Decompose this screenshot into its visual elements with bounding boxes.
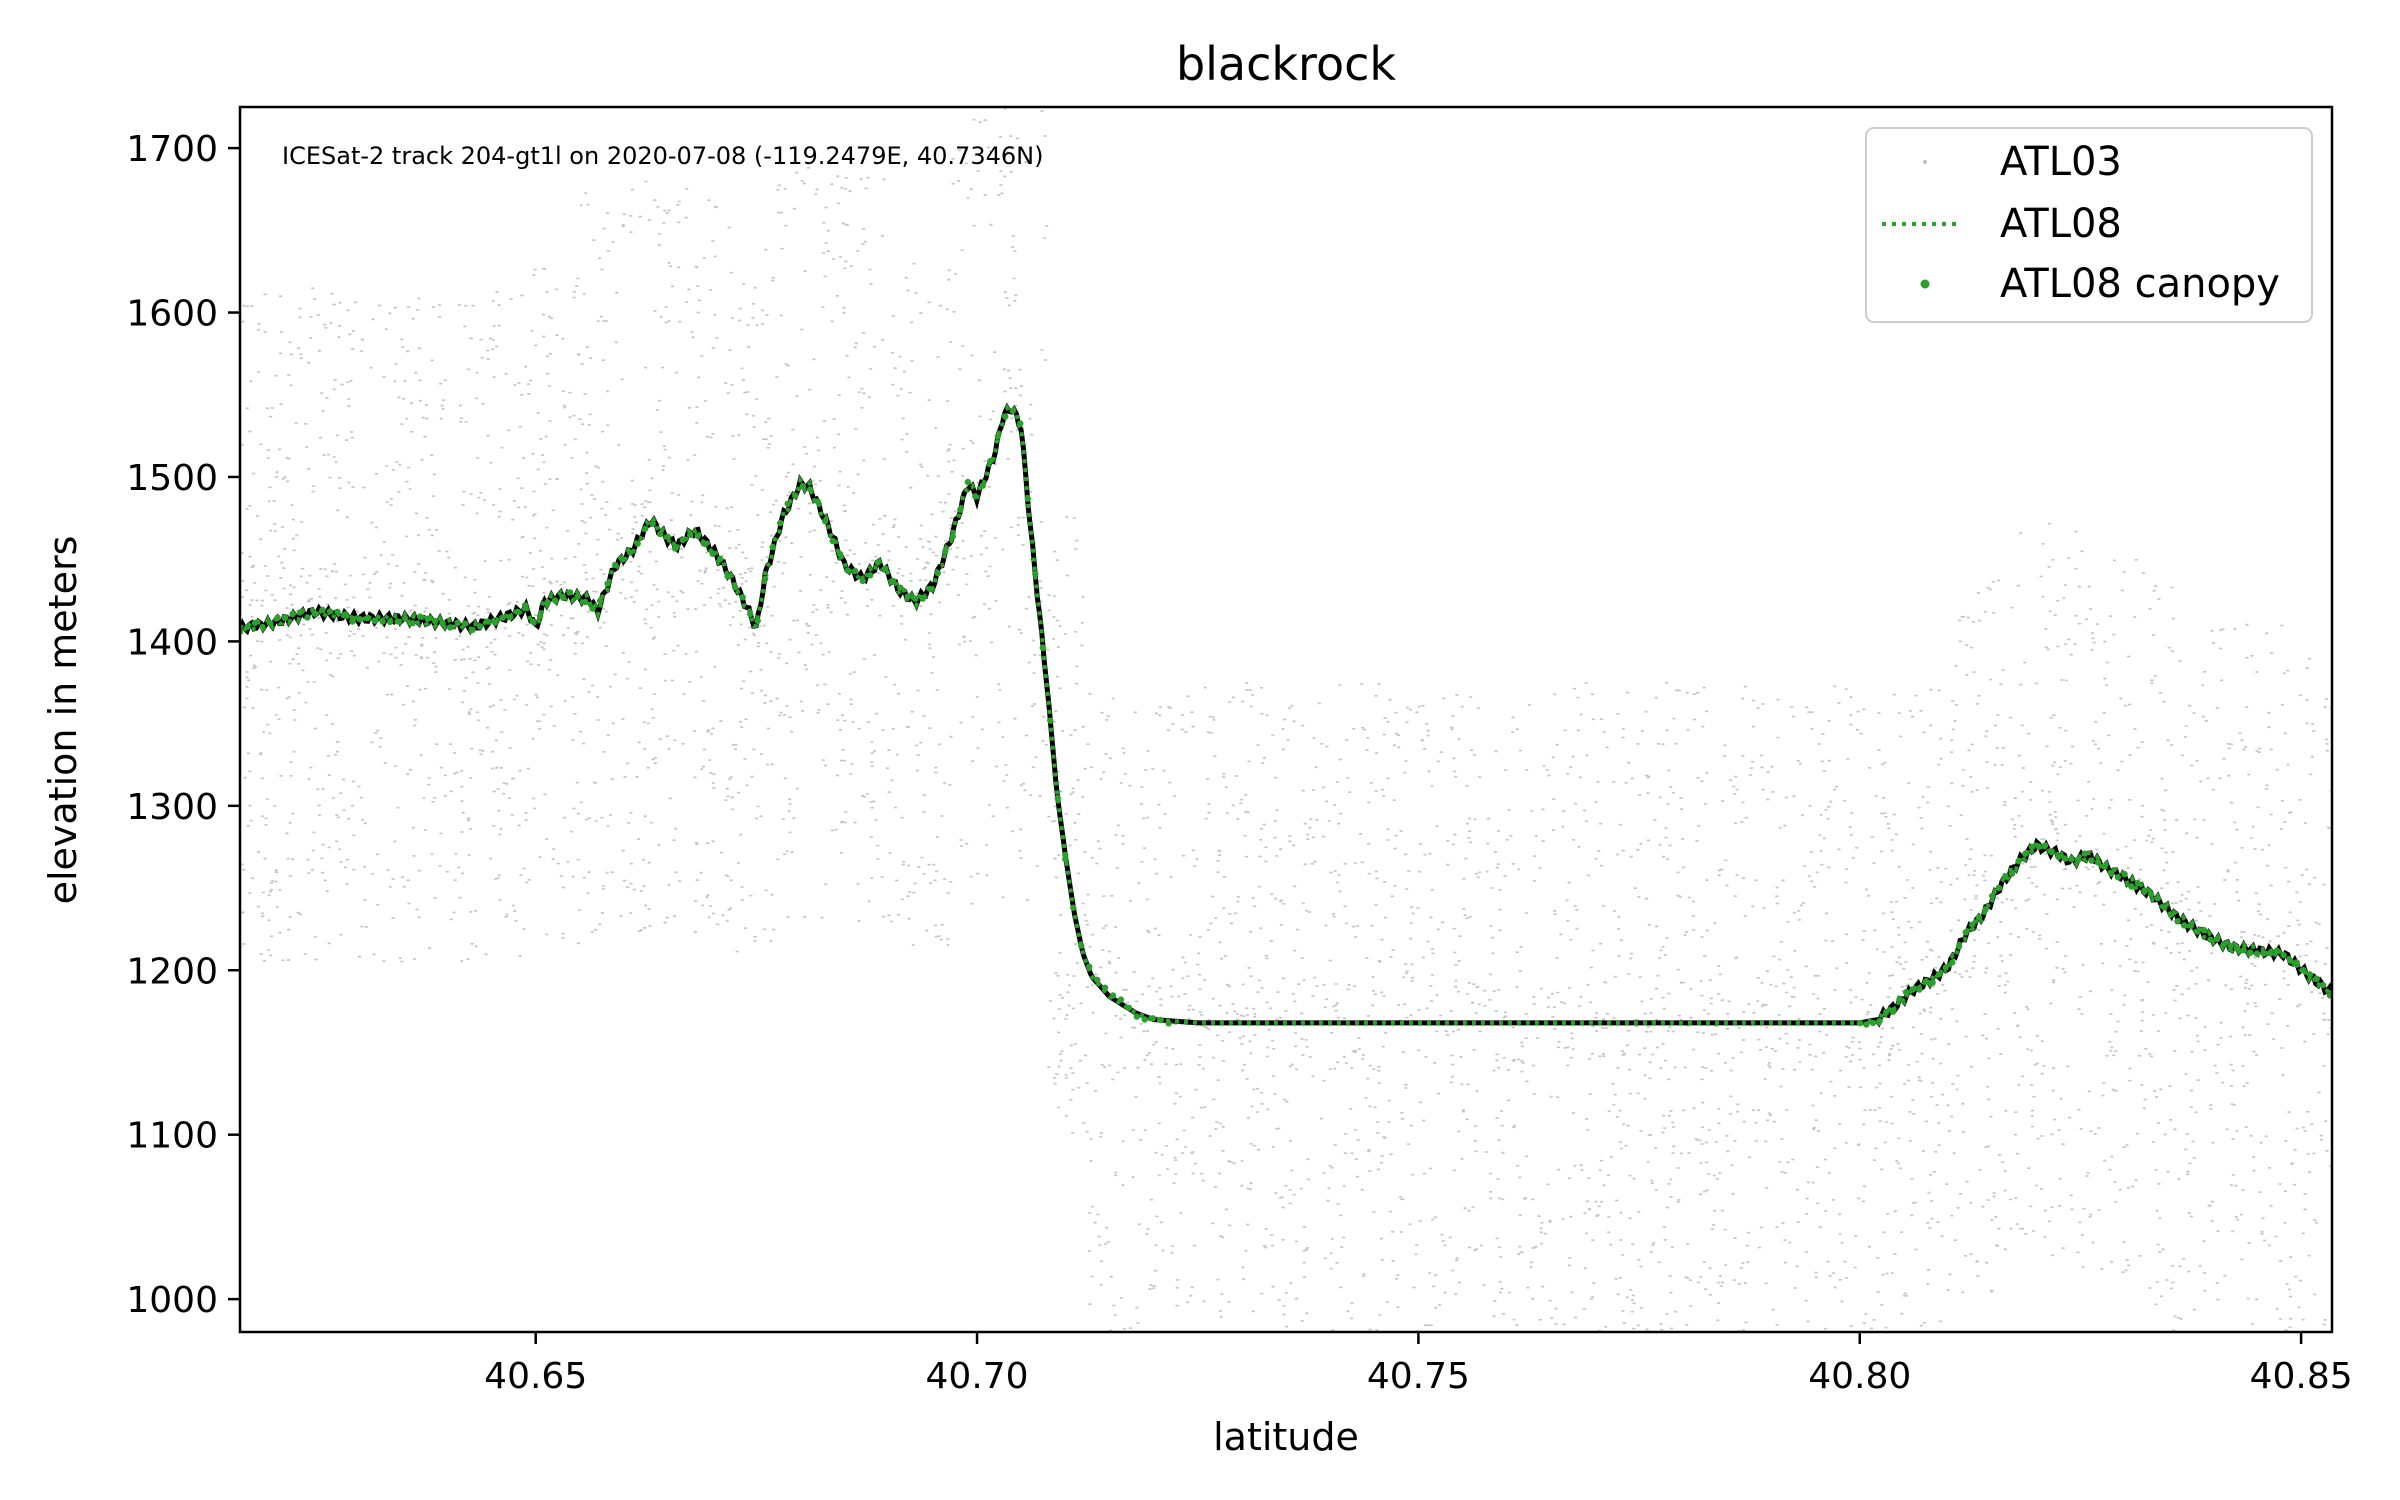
legend-atl08-label: ATL08 bbox=[2000, 201, 2122, 247]
y-tick-label: 1500 bbox=[126, 458, 218, 499]
atl08-dotted-line bbox=[240, 403, 2332, 1027]
x-axis: 40.65 40.70 40.75 40.80 40.85 bbox=[484, 1332, 2353, 1397]
track-annotation: ICESat-2 track 204-gt1l on 2020-07-08 (-… bbox=[282, 142, 1043, 170]
x-axis-label: latitude bbox=[1213, 1415, 1359, 1459]
y-axis: 1000 1100 1200 1300 1400 1500 1600 1700 bbox=[126, 129, 240, 1321]
plot-frame bbox=[238, 105, 2334, 1334]
y-tick-label: 1300 bbox=[126, 787, 218, 828]
y-tick-label: 1000 bbox=[126, 1280, 218, 1321]
y-tick-label: 1200 bbox=[126, 951, 218, 992]
atl03-photons bbox=[240, 107, 2332, 1332]
legend: ATL03 ATL08 ATL08 canopy bbox=[1865, 127, 2313, 323]
legend-canopy-marker bbox=[1920, 279, 1930, 289]
atl08-line-layer bbox=[240, 402, 2332, 1028]
x-tick-label: 40.70 bbox=[926, 1356, 1029, 1397]
x-tick-label: 40.75 bbox=[1367, 1356, 1470, 1397]
x-tick-label: 40.80 bbox=[1808, 1356, 1911, 1397]
x-tick-label: 40.85 bbox=[2250, 1356, 2353, 1397]
y-tick-label: 1700 bbox=[126, 129, 218, 170]
legend-atl03-marker bbox=[1923, 160, 1927, 164]
legend-box bbox=[1865, 127, 2313, 323]
y-tick-label: 1400 bbox=[126, 622, 218, 663]
y-tick-label: 1100 bbox=[126, 1116, 218, 1157]
x-tick-label: 40.65 bbox=[484, 1356, 587, 1397]
legend-atl03-label: ATL03 bbox=[2000, 139, 2122, 185]
y-axis-label: elevation in meters bbox=[41, 536, 85, 905]
chart-title: blackrock bbox=[1176, 37, 1396, 91]
y-tick-label: 1600 bbox=[126, 294, 218, 335]
legend-canopy-label: ATL08 canopy bbox=[2000, 261, 2280, 307]
atl03-photon-cloud bbox=[240, 107, 2332, 1332]
